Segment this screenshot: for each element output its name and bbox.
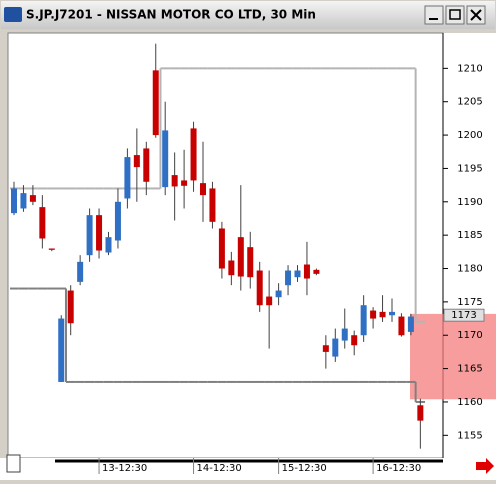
candle-body [200,183,206,196]
candle-body [86,215,93,256]
y-tick-label: 1170 [457,330,482,341]
candle-body [341,328,348,341]
minimize-button[interactable] [424,5,444,25]
x-tick-label: 13-12:30 [102,463,147,474]
candle-body [417,405,424,421]
y-tick-label: 1190 [457,197,482,208]
y-tick-label: 1175 [457,297,482,308]
candle-body [67,290,74,324]
candle-body [114,201,121,241]
candle-body [11,188,17,214]
candle-body [360,305,367,336]
x-tick-label: 15-12:30 [282,463,327,474]
y-tick-label: 1195 [457,163,482,174]
window-title: S.JP.J7201 - NISSAN MOTOR CO LTD, 30 Min [26,8,316,22]
x-tick-label: 16-12:30 [376,463,421,474]
y-tick-label: 1205 [457,97,482,108]
candle-body [20,193,27,209]
candle-body [379,311,386,318]
last-price-label: 1173 [451,310,476,321]
candle-body [285,270,292,286]
candle-body [313,269,320,274]
candle-body [266,296,273,306]
candle-body [39,207,46,239]
candle-body [124,157,131,199]
candle-body [143,148,150,182]
plot-area [7,32,444,459]
candle-body [247,247,254,278]
candle-body [332,338,339,357]
candle-body [133,155,140,168]
y-tick-label: 1200 [457,130,482,141]
y-tick-label: 1210 [457,63,482,74]
candle-body [237,237,244,277]
candle-body [77,261,84,282]
candle-body [228,260,235,276]
candle-body [303,264,310,279]
plot: 1155 1160 1165 1170 1175 1180 1185 1190 1195 1200… [10,43,496,474]
candle-body [152,70,159,136]
scroll-box[interactable] [6,454,21,473]
x-tick-label: 14-12:30 [197,463,242,474]
candle-body [370,310,377,319]
candle-body [322,345,329,352]
candle-body [351,335,358,346]
window-buttons[interactable] [424,5,486,25]
candle-body [190,128,197,181]
maximize-button[interactable] [445,5,465,25]
y-tick-label: 1180 [457,264,482,275]
candle-body [275,290,282,298]
highlight-band [410,313,496,400]
candle-body [209,188,216,222]
candle-body [294,270,301,278]
candle-body [58,318,65,382]
candle-body [256,270,263,306]
candle-body [29,195,36,202]
candle-body [171,175,178,187]
candle-body [181,180,188,186]
time-axis [0,458,496,480]
candle-body [389,311,395,316]
candle-body [48,248,55,250]
last-price-box [443,308,485,322]
candle-body [162,130,169,188]
y-tick-label: 1185 [457,230,482,241]
candle-body [105,237,112,253]
y-tick-label: 1160 [457,397,482,408]
y-tick-label: 1165 [457,364,482,375]
y-tick-label: 1155 [457,430,482,441]
candle-body [96,215,103,251]
candle-body [398,316,405,336]
title-bar [1,1,495,29]
candle-body [218,228,225,269]
app-icon [4,7,22,22]
scroll-right-arrow[interactable] [476,458,494,474]
candle-body [407,316,414,332]
